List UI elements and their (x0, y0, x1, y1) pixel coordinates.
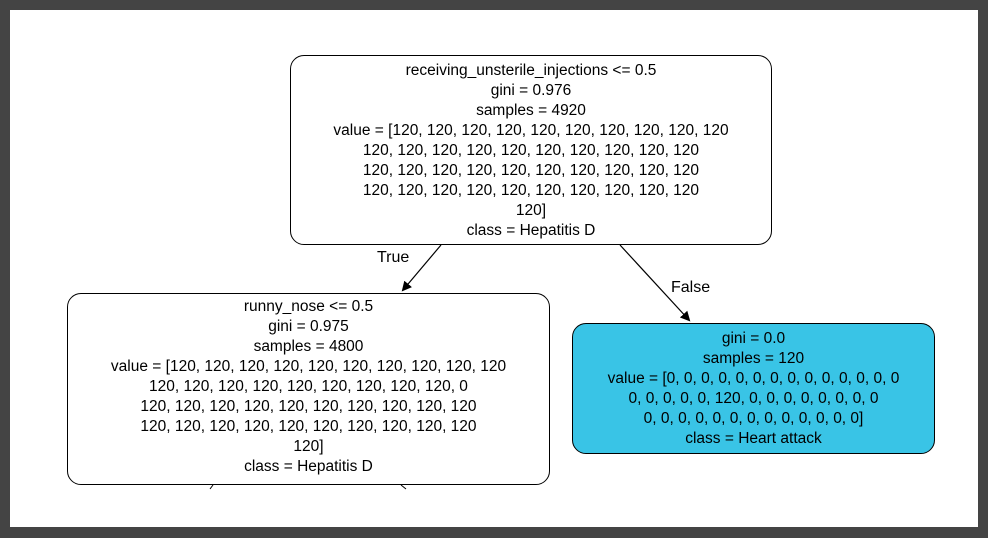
node-value-line: value = [120, 120, 120, 120, 120, 120, 1… (333, 122, 729, 139)
node-class: class = Hepatitis D (466, 222, 596, 239)
node-value-line: 120, 120, 120, 120, 120, 120, 120, 120, … (140, 398, 477, 415)
tree-canvas: receiving_unsterile_injections <= 0.5 gi… (10, 10, 978, 527)
node-value-line: 120] (515, 202, 547, 219)
tree-edges (209, 244, 691, 490)
node-value-line: 120, 120, 120, 120, 120, 120, 120, 120, … (362, 182, 700, 199)
edge-root-to-left (401, 244, 442, 292)
node-class: class = Hepatitis D (244, 458, 373, 475)
node-value-line: value = [120, 120, 120, 120, 120, 120, 1… (110, 358, 507, 375)
edge-left-stub-1 (209, 484, 214, 490)
tree-node-root: receiving_unsterile_injections <= 0.5 gi… (290, 55, 772, 245)
node-gini: gini = 0.976 (490, 82, 572, 99)
node-class: class = Heart attack (685, 430, 822, 447)
node-value-line: 120, 120, 120, 120, 120, 120, 120, 120, … (140, 418, 477, 435)
node-value-line: value = [0, 0, 0, 0, 0, 0, 0, 0, 0, 0, 0… (607, 370, 900, 387)
node-split-rule: receiving_unsterile_injections <= 0.5 (405, 62, 657, 79)
node-value-line: 0, 0, 0, 0, 0, 120, 0, 0, 0, 0, 0, 0, 0,… (628, 390, 879, 407)
node-samples: samples = 120 (702, 350, 805, 367)
edge-label-true: True (377, 249, 410, 266)
node-value-line: 120, 120, 120, 120, 120, 120, 120, 120, … (362, 162, 700, 179)
node-gini: gini = 0.975 (268, 318, 349, 335)
node-samples: samples = 4800 (253, 338, 364, 355)
node-split-rule: runny_nose <= 0.5 (243, 298, 374, 315)
node-value-line: 120] (293, 438, 324, 455)
node-gini: gini = 0.0 (721, 330, 786, 347)
node-value-line: 120, 120, 120, 120, 120, 120, 120, 120, … (362, 142, 700, 159)
tree-node-leaf-right: gini = 0.0 samples = 120 value = [0, 0, … (572, 323, 935, 454)
node-value-line: 120, 120, 120, 120, 120, 120, 120, 120, … (149, 378, 468, 395)
edge-label-false: False (671, 279, 711, 296)
tree-node-left: runny_nose <= 0.5 gini = 0.975 samples =… (67, 293, 550, 485)
node-value-line: 0, 0, 0, 0, 0, 0, 0, 0, 0, 0, 0, 0, 0] (643, 410, 864, 427)
node-samples: samples = 4920 (476, 102, 586, 119)
edge-root-to-right (619, 244, 691, 322)
edge-left-stub-2 (400, 484, 407, 490)
